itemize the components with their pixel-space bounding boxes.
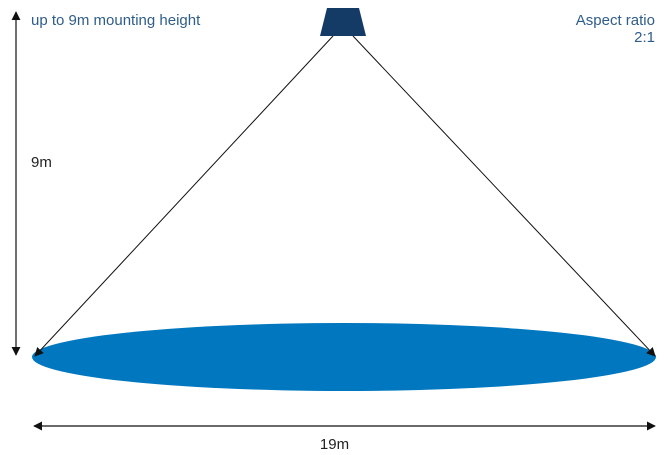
mounting-height-label: up to 9m mounting height <box>31 12 201 29</box>
width-dimension-label: 19m <box>319 436 350 453</box>
coverage-area-ellipse <box>32 323 656 391</box>
aspect-ratio-title: Aspect ratio <box>575 12 655 29</box>
aspect-ratio-value: 2:1 <box>634 29 655 46</box>
height-dimension-label: 9m <box>31 154 52 171</box>
light-fixture-icon <box>320 8 366 36</box>
aspect-ratio-label: Aspect ratio 2:1 <box>576 12 655 46</box>
cone-line-left <box>34 35 334 357</box>
cone-line-right <box>352 35 656 357</box>
